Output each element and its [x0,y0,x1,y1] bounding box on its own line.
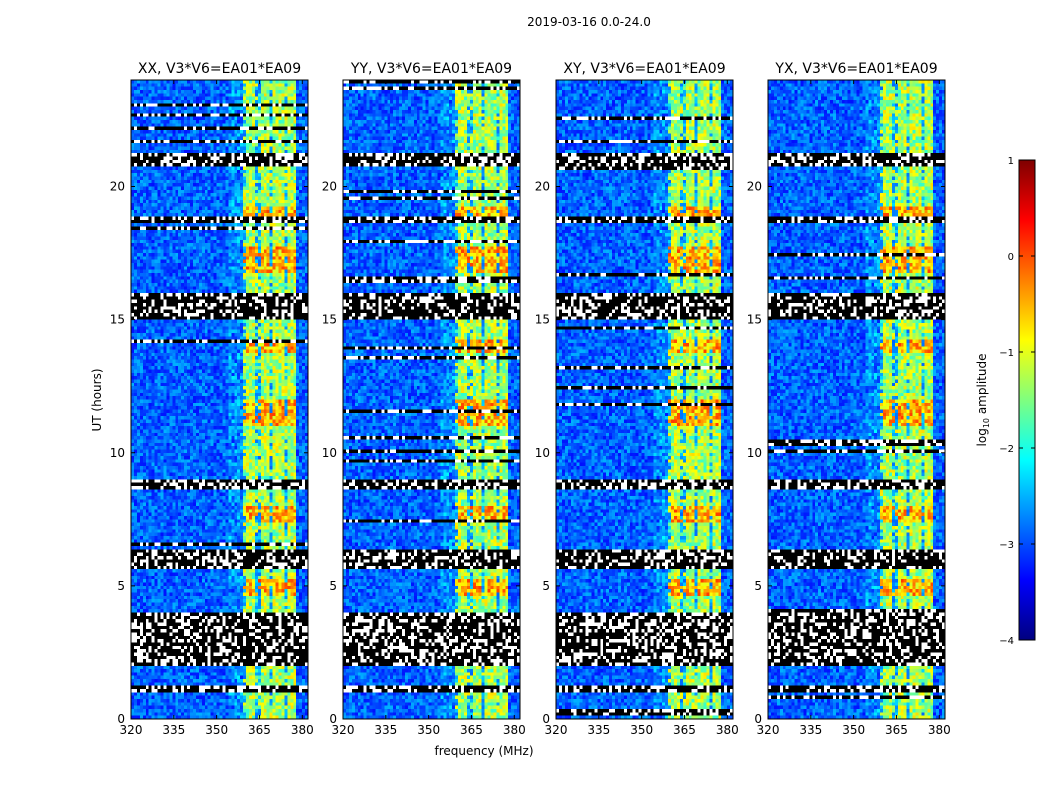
x-tick-label: 380 [716,723,739,737]
x-tick-label: 365 [885,723,908,737]
y-axis-label: UT (hours) [90,368,104,431]
heatmap-image [556,80,733,719]
x-tick-label: 350 [630,723,653,737]
panel-frame [767,79,946,720]
x-tick-label: 380 [928,723,951,737]
x-tick-label: 350 [417,723,440,737]
panel: XY, V3*V6=EA01*EA09 320 335 350 365 380 0 5 10 15… [535,61,739,737]
x-tick-label: 320 [757,723,780,737]
panel-title: XY, V3*V6=EA01*EA09 [563,61,725,77]
panel: XX, V3*V6=EA01*EA09 320 335 350 365 380 0 5 10 15… [110,61,314,737]
colorbar: 1 0 −1 −2 −3 −4 log10 amplitude [975,156,1036,647]
y-tick-label: 10 [110,446,125,460]
x-tick-label: 350 [205,723,228,737]
y-tick-label: 15 [535,313,550,327]
x-tick-label: 365 [673,723,696,737]
figure-title: 2019-03-16 0.0-24.0 [527,15,651,29]
y-tick-label: 20 [110,180,125,194]
y-tick-label: 0 [117,712,125,726]
y-tick-label: 10 [322,446,337,460]
x-tick-label: 335 [587,723,610,737]
colorbar-tick-label: 1 [1008,156,1014,167]
y-tick-label: 15 [322,313,337,327]
y-tick-label: 20 [535,180,550,194]
x-tick-label: 320 [545,723,568,737]
heatmap-image [343,80,520,719]
y-tick-label: 0 [329,712,337,726]
colorbar-tick-label: −3 [999,540,1014,551]
x-tick-label: 335 [162,723,185,737]
y-tick-label: 20 [747,180,762,194]
heatmap-image [131,80,308,719]
y-tick-label: 5 [754,579,762,593]
y-tick-label: 15 [110,313,125,327]
y-tick-label: 5 [542,579,550,593]
panel-title: XX, V3*V6=EA01*EA09 [138,61,301,77]
heatmap-image [768,80,945,719]
colorbar-tick-label: −1 [999,348,1014,359]
x-tick-label: 380 [291,723,314,737]
panel-title: YX, V3*V6=EA01*EA09 [774,61,937,77]
colorbar-tick-label: 0 [1008,252,1014,263]
x-tick-label: 350 [842,723,865,737]
panel-title: YY, V3*V6=EA01*EA09 [350,61,512,77]
panel-frame [555,79,734,720]
y-tick-label: 10 [535,446,550,460]
x-axis-label: frequency (MHz) [434,744,533,758]
y-tick-label: 0 [542,712,550,726]
colorbar-label: log10 amplitude [975,354,991,447]
panels: XX, V3*V6=EA01*EA09 320 335 350 365 380 0 5 10 15… [110,61,951,737]
x-tick-label: 320 [120,723,143,737]
y-tick-label: 5 [329,579,337,593]
x-tick-label: 365 [248,723,271,737]
x-tick-label: 380 [503,723,526,737]
y-tick-label: 5 [117,579,125,593]
y-tick-label: 10 [747,446,762,460]
panel: YY, V3*V6=EA01*EA09 320 335 350 365 380 0 5 10 15… [322,61,526,737]
x-tick-label: 320 [332,723,355,737]
panel-frame [342,79,521,720]
x-tick-label: 365 [460,723,483,737]
panel: YX, V3*V6=EA01*EA09 320 335 350 365 380 0 5 10 15… [747,61,951,737]
y-tick-label: 20 [322,180,337,194]
colorbar-tick-label: −2 [999,444,1014,455]
x-tick-label: 335 [799,723,822,737]
colorbar-gradient [1018,159,1036,641]
y-tick-label: 0 [754,712,762,726]
panel-frame [130,79,309,720]
x-tick-label: 335 [374,723,397,737]
colorbar-tick-label: −4 [999,636,1014,647]
y-tick-label: 15 [747,313,762,327]
